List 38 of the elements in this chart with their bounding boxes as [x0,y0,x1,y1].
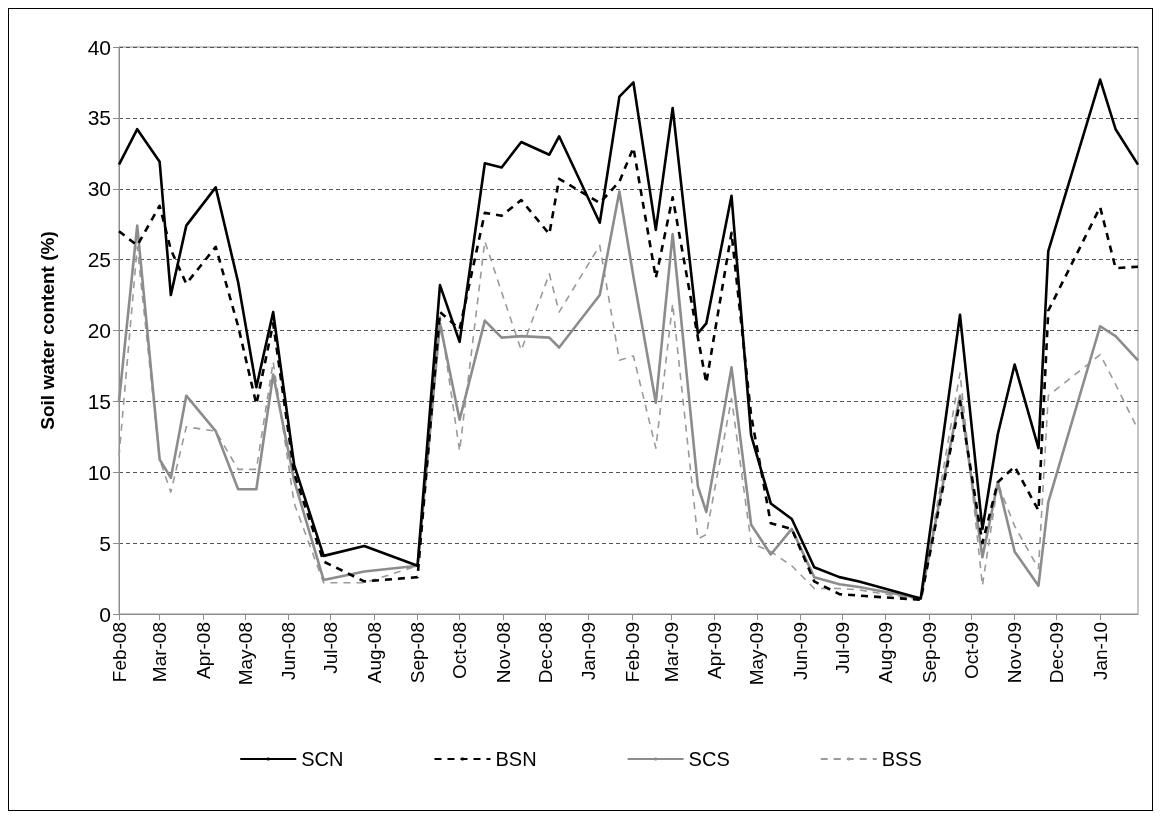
x-tick-label: Oct-08 [449,622,471,680]
x-tick-label: Nov-09 [1004,622,1026,684]
x-tick-label: Sep-09 [918,622,940,684]
x-tick-label: Jul-08 [320,622,342,674]
legend-label: BSN [495,748,537,770]
x-tick-label: Jan-10 [1089,622,1111,681]
y-axis-title: Soil water content (%) [37,231,58,430]
y-tick-label: 20 [87,319,111,342]
x-tick-label: Dec-08 [534,622,556,684]
legend-label: SCN [301,748,344,770]
x-tick-label: Sep-08 [407,622,429,684]
x-tick-label: Oct-09 [960,622,982,680]
x-tick-label: Aug-08 [363,622,385,684]
x-tick-label: Mar-08 [149,622,171,683]
y-tick-label: 40 [87,35,111,59]
x-tick-label: May-08 [234,622,256,686]
y-tick-label: 5 [99,531,111,555]
y-tick-label: 35 [87,106,111,130]
x-tick-label: Nov-08 [492,622,514,684]
x-tick-label: Jan-09 [578,622,600,681]
legend-label: BSS [881,748,922,770]
y-tick-label: 10 [87,460,111,484]
y-tick-label: 15 [87,389,111,413]
x-tick-label: Dec-09 [1046,622,1068,684]
x-tick-label: Feb-09 [621,622,643,683]
y-tick-label: 0 [99,602,111,626]
x-tick-label: Mar-09 [660,622,682,683]
x-tick-label: Apr-08 [192,622,214,680]
y-tick-label: 30 [87,177,111,201]
x-tick-label: Apr-09 [704,622,726,680]
x-tick-label: Aug-09 [875,622,897,684]
legend-label: SCS [688,748,730,770]
x-tick-label: Jun-08 [278,622,300,681]
x-tick-label: May-09 [746,622,768,686]
y-tick-label: 25 [87,248,111,272]
x-tick-label: Jun-09 [789,622,811,681]
x-tick-label: Jul-09 [831,622,853,674]
x-tick-label: Feb-08 [108,622,130,683]
